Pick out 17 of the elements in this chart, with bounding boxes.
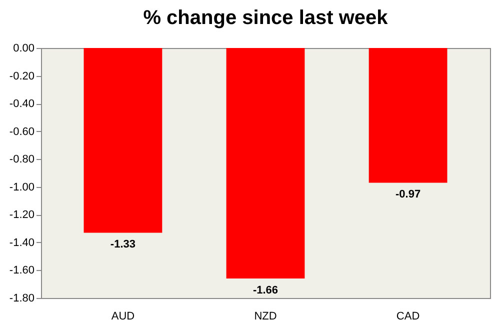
y-tick-label: -1.80 <box>9 292 34 304</box>
y-tick-label: -0.40 <box>9 98 34 110</box>
x-tick-label: AUD <box>111 310 135 322</box>
y-tick-label: -1.60 <box>9 264 34 277</box>
data-label: -1.66 <box>252 284 278 297</box>
y-tick-label: -0.60 <box>9 126 34 138</box>
data-label: -1.33 <box>110 238 136 251</box>
y-tick-label: -1.40 <box>9 236 34 249</box>
x-tick-label: CAD <box>396 310 420 322</box>
y-tick-label: 0.00 <box>13 42 34 54</box>
y-tick-label: -1.20 <box>9 209 34 222</box>
data-label: -0.97 <box>396 188 421 201</box>
y-tick-label: -0.80 <box>9 154 34 166</box>
chart-title: % change since last week <box>143 7 389 29</box>
x-tick-label: NZD <box>254 310 277 322</box>
y-tick-label: -1.00 <box>9 181 34 194</box>
y-tick-label: -0.20 <box>9 70 34 82</box>
